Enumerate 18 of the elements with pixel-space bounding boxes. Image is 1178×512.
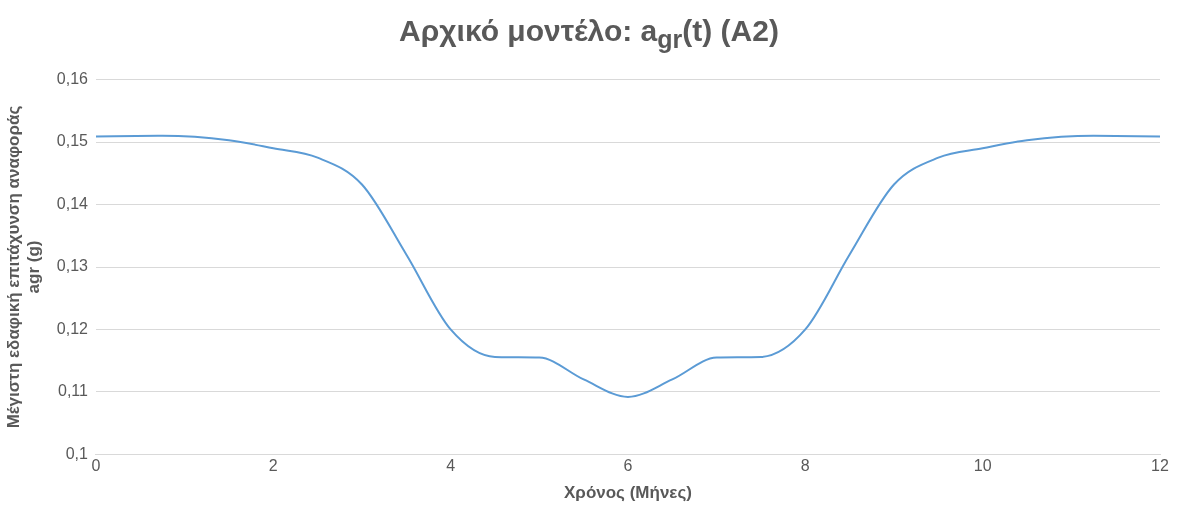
y-tick-label: 0,1 xyxy=(65,444,89,462)
x-axis-title: Χρόνος (Μήνες) xyxy=(564,483,692,503)
x-tick-label: 4 xyxy=(446,457,456,475)
y-tick-label: 0,16 xyxy=(56,70,89,88)
x-tick-label: 8 xyxy=(800,457,810,475)
y-axis-title: Μέγιστη εδαφική επιτάχυνση αναφοράς agr (g) xyxy=(3,105,44,429)
y-tick-label: 0,13 xyxy=(56,257,89,275)
y-tick-label: 0,11 xyxy=(57,382,89,400)
x-tick-label: 10 xyxy=(973,457,992,475)
x-tick-label: 0 xyxy=(91,457,101,475)
y-tick-label: 0,12 xyxy=(56,319,89,337)
y-tick-label: 0,15 xyxy=(56,132,89,150)
x-tick-label: 2 xyxy=(268,457,278,475)
y-tick-label: 0,14 xyxy=(56,194,89,212)
chart-title: Αρχικό μοντέλο: a$_{gr}$(t) (A2) xyxy=(398,13,780,55)
x-tick-label: 6 xyxy=(623,457,633,475)
line-series xyxy=(95,134,1160,398)
x-tick-label: 12 xyxy=(1151,457,1169,475)
